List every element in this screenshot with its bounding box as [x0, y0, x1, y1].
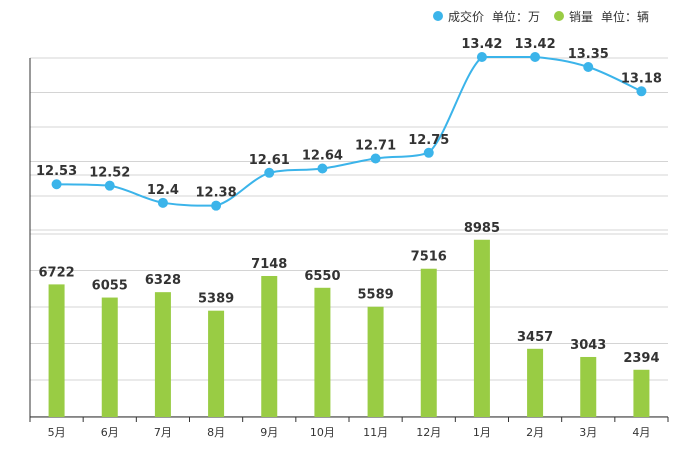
price-point: [476, 52, 487, 62]
bar: [367, 306, 384, 417]
bar-label: 6722: [38, 265, 74, 280]
legend-unit-sales: 单位：辆: [601, 9, 650, 24]
x-tick-label: 12月: [416, 426, 441, 439]
bar-label: 6055: [92, 279, 128, 294]
price-point: [423, 147, 434, 158]
bar: [314, 287, 331, 417]
bar: [420, 268, 437, 417]
bar-label: 2394: [623, 351, 659, 366]
legend-label-sales: 销量: [569, 9, 594, 24]
bar: [208, 310, 225, 417]
x-tick-label: 8月: [207, 426, 225, 439]
price-label: 12.71: [355, 139, 396, 154]
price-point: [530, 52, 541, 62]
legend-dot-icon: [554, 11, 565, 21]
price-point: [211, 200, 222, 211]
x-tick-label: 9月: [260, 426, 278, 439]
price-point: [370, 153, 381, 164]
legend-dot-icon: [433, 11, 443, 21]
bar-label: 5389: [198, 292, 234, 307]
bar-label: 7516: [411, 250, 447, 265]
price-label: 12.38: [196, 186, 237, 201]
x-tick-label: 1月: [473, 426, 491, 439]
price-point: [51, 179, 62, 190]
price-label: 12.53: [36, 164, 77, 179]
bar-label: 6550: [304, 269, 340, 284]
bar: [580, 356, 597, 417]
legend-item-sales[interactable]: 销量 单位：辆: [554, 8, 649, 25]
price-point: [636, 86, 647, 97]
x-tick-label: 6月: [101, 426, 119, 439]
legend-unit-price: 单位：万: [492, 9, 541, 24]
price-line: [56, 56, 642, 207]
x-tick-label: 7月: [154, 426, 172, 439]
bar: [633, 369, 650, 417]
bar: [261, 275, 278, 417]
x-tick-label: 11月: [363, 426, 388, 439]
bar-label: 6328: [145, 273, 181, 288]
legend-label-price: 成交价: [448, 9, 485, 24]
price-label: 12.52: [89, 166, 130, 181]
price-point: [264, 167, 275, 178]
x-tick-label: 5月: [48, 426, 66, 439]
bar: [154, 292, 171, 417]
price-label: 12.4: [147, 183, 179, 198]
x-tick-label: 3月: [579, 426, 597, 439]
bar-label: 3043: [570, 338, 606, 353]
bar: [48, 284, 65, 417]
bar-label: 8985: [464, 221, 500, 236]
x-tick-label: 10月: [310, 426, 335, 439]
legend: 成交价 单位：万 销量 单位：辆: [433, 6, 663, 26]
x-tick-label: 2月: [526, 426, 544, 439]
price-label: 13.35: [568, 47, 609, 62]
bar-label: 7148: [251, 257, 287, 272]
price-point: [317, 163, 328, 174]
price-label: 12.64: [302, 149, 343, 164]
bar: [473, 239, 490, 417]
bar: [101, 297, 118, 417]
bar-label: 3457: [517, 330, 553, 345]
x-tick-label: 4月: [632, 426, 650, 439]
price-label: 12.61: [249, 153, 290, 168]
bar-label: 5589: [357, 288, 393, 303]
price-label: 13.42: [461, 37, 502, 52]
price-point: [104, 180, 115, 191]
price-point: [157, 197, 168, 208]
bar: [527, 348, 544, 417]
price-label: 13.18: [621, 71, 662, 86]
legend-item-price[interactable]: 成交价 单位：万: [433, 8, 540, 25]
price-point: [583, 62, 594, 73]
price-label: 12.75: [408, 133, 449, 148]
price-label: 13.42: [515, 37, 556, 52]
